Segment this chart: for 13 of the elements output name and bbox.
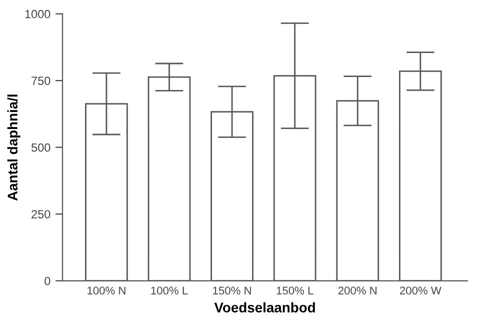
x-tick-label: 100% L	[151, 286, 188, 294]
x-axis-title: Voedselaanbod	[214, 302, 315, 312]
x-tick-label: 150% N	[213, 286, 251, 294]
x-tick-label: 150% L	[276, 286, 314, 294]
y-tick-label: 750	[32, 76, 50, 85]
y-tick-label: 250	[32, 210, 50, 218]
x-tick-label: 100% N	[88, 286, 126, 294]
y-tick-label: 0	[44, 276, 50, 286]
y-tick-label: 500	[31, 143, 50, 152]
x-tick-label: 200% N	[338, 286, 376, 294]
x-tick-label: 200% W	[400, 286, 442, 294]
y-axis-title: Aantal daphnia/l	[7, 94, 20, 201]
y-tick-label: 1000	[25, 10, 50, 18]
